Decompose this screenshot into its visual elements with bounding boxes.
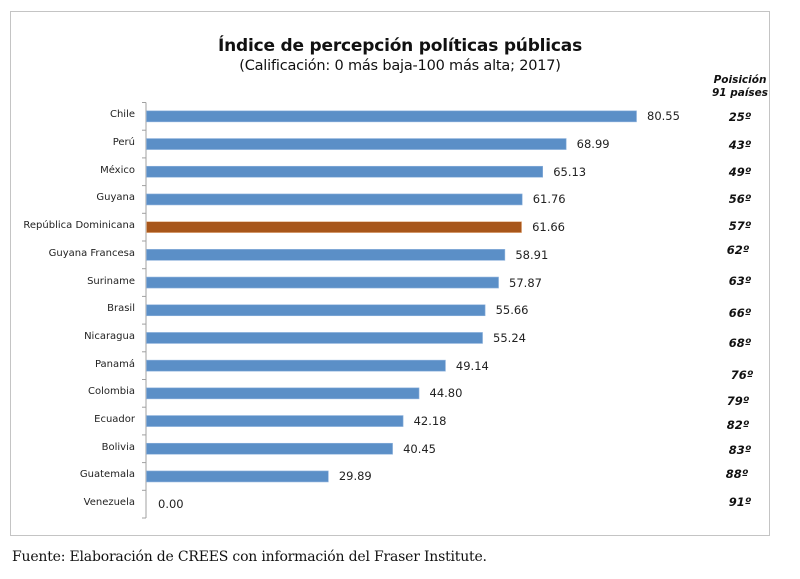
bar-perú bbox=[146, 138, 567, 150]
rank-label: 88º bbox=[725, 467, 749, 482]
bar-méxico bbox=[146, 165, 543, 178]
value-label: 61.66 bbox=[532, 220, 566, 235]
value-label: 49.14 bbox=[455, 358, 489, 373]
rank-label: 25º bbox=[728, 110, 752, 125]
category-label: Suriname bbox=[87, 275, 135, 287]
rank-label: 43º bbox=[728, 138, 752, 153]
category-label: México bbox=[100, 164, 135, 176]
chart-title: Índice de percepción políticas públicas bbox=[217, 36, 583, 56]
rank-label: 76º bbox=[730, 367, 754, 382]
bar-república-dominicana bbox=[146, 221, 522, 233]
value-label: 42.18 bbox=[413, 414, 447, 429]
rank-label: 57º bbox=[728, 219, 752, 234]
bar-bolivia bbox=[146, 442, 393, 455]
value-label: 29.89 bbox=[338, 469, 372, 484]
value-label: 80.55 bbox=[647, 109, 680, 124]
category-label: Brasil bbox=[107, 303, 135, 315]
bar-guatemala bbox=[146, 470, 329, 483]
category-label: Guyana bbox=[96, 192, 135, 204]
value-label: 55.24 bbox=[493, 330, 526, 345]
bar-nicaragua bbox=[146, 332, 483, 344]
bar-colombia bbox=[146, 387, 420, 400]
value-label: 44.80 bbox=[429, 386, 463, 401]
source-note: Fuente: Elaboración de CREES con informa… bbox=[12, 549, 487, 565]
category-label: Venezuela bbox=[83, 497, 135, 509]
value-label: 57.87 bbox=[509, 275, 542, 290]
value-label: 55.66 bbox=[495, 303, 529, 318]
bar-ecuador bbox=[146, 415, 404, 427]
bar-chile bbox=[146, 110, 637, 123]
rank-label: 68º bbox=[728, 335, 752, 350]
bar-brasil bbox=[146, 304, 486, 317]
rank-label: 63º bbox=[728, 273, 752, 288]
category-label: Guyana Francesa bbox=[48, 247, 135, 259]
category-label: Colombia bbox=[88, 386, 135, 398]
value-label: 65.13 bbox=[553, 164, 587, 179]
rank-header-line-1: Poisición bbox=[713, 74, 767, 86]
category-label: República Dominicana bbox=[23, 220, 135, 232]
value-label: 61.76 bbox=[532, 192, 566, 207]
rank-label: 62º bbox=[726, 242, 750, 257]
category-label: Chile bbox=[109, 109, 135, 121]
category-label: Bolivia bbox=[101, 441, 135, 453]
rank-label: 83º bbox=[728, 442, 752, 457]
category-label: Guatemala bbox=[79, 469, 135, 481]
rank-header-line-2: 91 países bbox=[711, 87, 769, 99]
value-label: 58.91 bbox=[515, 247, 549, 262]
rank-label: 66º bbox=[728, 306, 752, 321]
category-label: Panamá bbox=[94, 358, 135, 370]
value-label: 0.00 bbox=[158, 497, 184, 512]
rank-header: Poisición 91 países bbox=[695, 74, 785, 100]
rank-label: 56º bbox=[728, 192, 752, 207]
rank-label: 82º bbox=[726, 418, 750, 433]
rank-label: 49º bbox=[728, 164, 752, 179]
rank-label: 79º bbox=[726, 394, 750, 409]
bar-panamá bbox=[146, 359, 446, 372]
chart-subtitle: (Calificación: 0 más baja-100 más alta; … bbox=[239, 58, 561, 74]
value-label: 68.99 bbox=[576, 137, 610, 152]
bar-suriname bbox=[146, 276, 499, 289]
category-label: Ecuador bbox=[94, 414, 135, 426]
bar-guyana-francesa bbox=[146, 249, 506, 261]
rank-label: 91º bbox=[728, 495, 752, 510]
category-label: Perú bbox=[112, 137, 135, 149]
category-label: Nicaragua bbox=[84, 330, 135, 342]
value-label: 40.45 bbox=[403, 441, 436, 456]
bar-guyana bbox=[146, 193, 523, 206]
